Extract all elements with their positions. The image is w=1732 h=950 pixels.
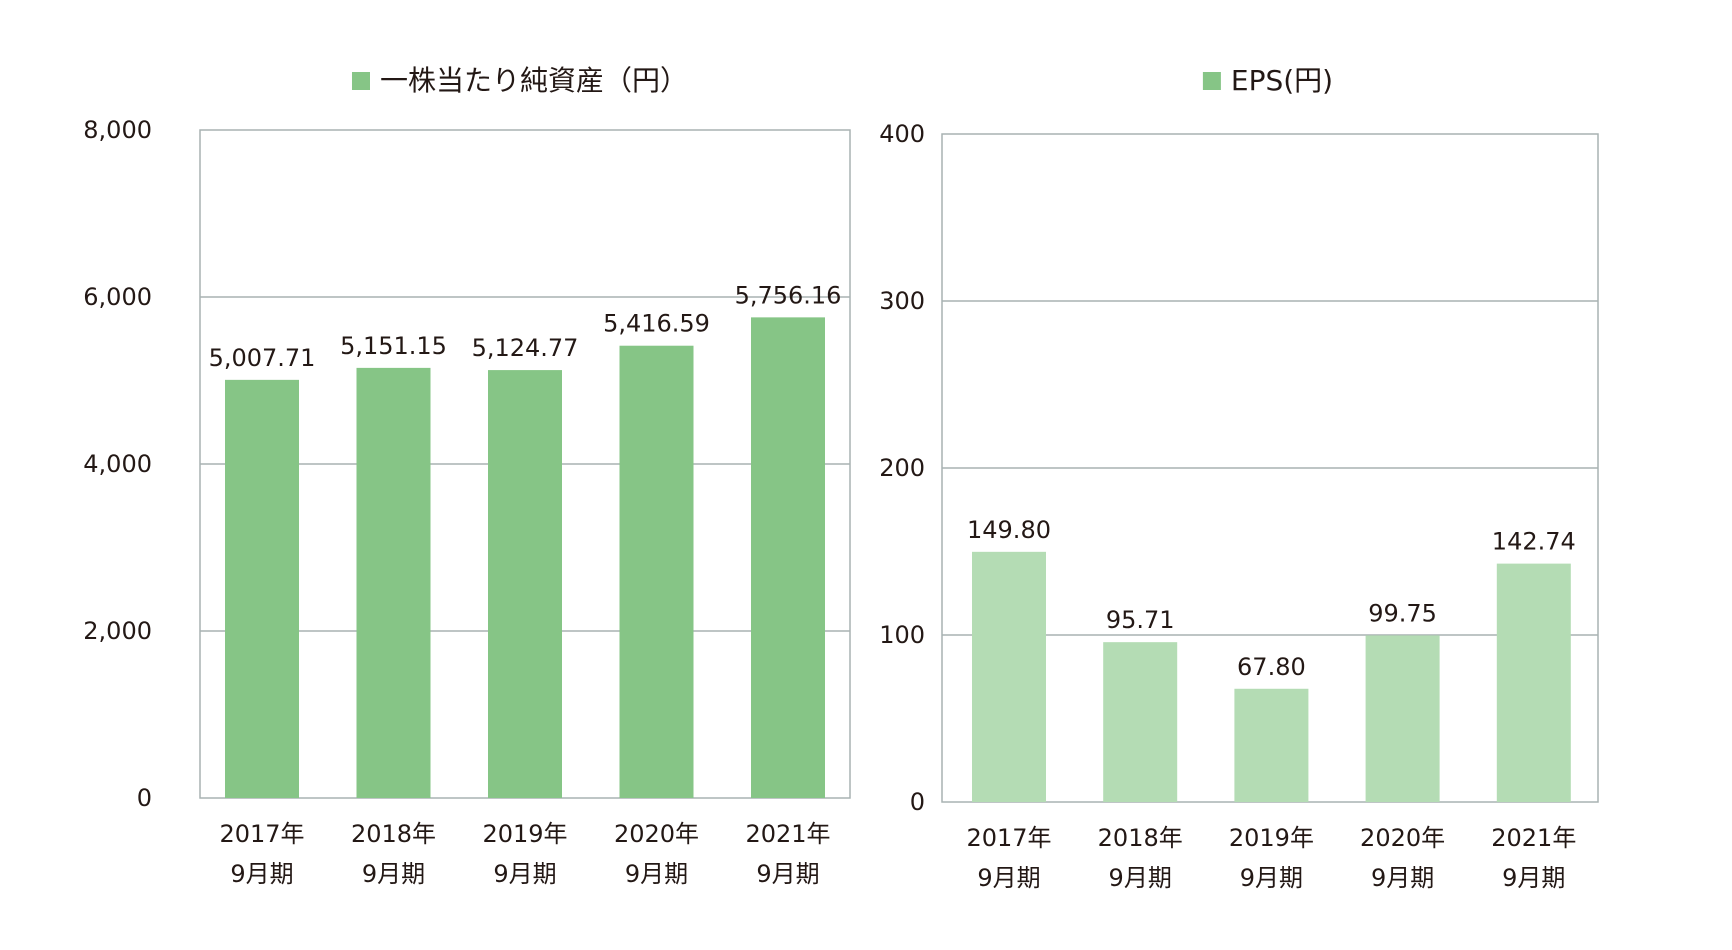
chart1-category-label-5-line1: 2021年	[745, 820, 830, 848]
chart1-data-label-2: 5,151.15	[340, 332, 447, 360]
chart1-category-label-4-line2: 9月期	[625, 860, 688, 888]
chart1-data-label-1: 5,007.71	[209, 344, 316, 372]
chart1-ytick-label-3: 6,000	[83, 283, 152, 311]
chart2-category-label-3-line2: 9月期	[1240, 864, 1303, 892]
chart1-data-label-5: 5,756.16	[735, 281, 842, 309]
chart2-bar-3	[1234, 688, 1309, 802]
chart2-ytick-label-2: 200	[879, 454, 925, 482]
chart1-ytick-label-0: 0	[137, 784, 152, 812]
chart2-category-label-4-line2: 9月期	[1371, 864, 1434, 892]
chart1-category-label-2-line1: 2018年	[351, 820, 436, 848]
chart2-ytick-label-3: 300	[879, 287, 925, 315]
chart1-category-label-1-line2: 9月期	[230, 860, 293, 888]
chart2-category-label-5-line2: 9月期	[1502, 864, 1565, 892]
chart1-category-label-2-line2: 9月期	[362, 860, 425, 888]
chart1-category-label-3-line2: 9月期	[493, 860, 556, 888]
chart2-legend-label: EPS(円)	[1231, 64, 1333, 97]
chart2-bar-1	[972, 551, 1046, 802]
chart2-data-label-5: 142.74	[1492, 528, 1576, 556]
chart2-category-label-2-line2: 9月期	[1109, 864, 1172, 892]
chart2-category-label-1-line1: 2017年	[966, 824, 1051, 852]
chart2-data-label-4: 99.75	[1368, 599, 1437, 627]
chart1-bar-1	[225, 379, 299, 798]
chart2-ytick-label-0: 0	[910, 788, 925, 816]
chart1-category-label-5-line2: 9月期	[756, 860, 819, 888]
chart2-ytick-label-1: 100	[879, 621, 925, 649]
chart1-bar-3	[488, 370, 562, 798]
chart2-category-label-3-line1: 2019年	[1229, 824, 1314, 852]
chart1-bar-4	[619, 345, 694, 798]
chart2-category-label-1-line2: 9月期	[977, 864, 1040, 892]
chart1-category-label-4-line1: 2020年	[614, 820, 699, 848]
chart2-data-label-3: 67.80	[1237, 653, 1306, 681]
chart1-legend-swatch	[351, 72, 370, 90]
chart2-ytick-label-4: 400	[879, 120, 925, 148]
chart2-bar-5	[1496, 563, 1571, 802]
chart1-bar-2	[356, 367, 431, 798]
chart1-data-label-4: 5,416.59	[603, 310, 710, 338]
chart1-bar-5	[751, 317, 825, 798]
chart1-category-label-1-line1: 2017年	[219, 820, 304, 848]
chart2-data-label-2: 95.71	[1106, 606, 1175, 634]
chart1-ytick-label-1: 2,000	[83, 617, 152, 645]
chart2-category-label-4-line1: 2020年	[1360, 824, 1445, 852]
chart2-category-label-5-line1: 2021年	[1491, 824, 1576, 852]
chart2-legend-swatch	[1202, 72, 1221, 90]
chart2-category-label-2-line1: 2018年	[1098, 824, 1183, 852]
chart1-data-label-3: 5,124.77	[472, 334, 579, 362]
chart2-bar-2	[1103, 642, 1178, 802]
chart1-category-label-3-line1: 2019年	[482, 820, 567, 848]
chart1-ytick-label-2: 4,000	[83, 450, 152, 478]
chart1-ytick-label-4: 8,000	[83, 116, 152, 144]
chart1-legend-label: 一株当たり純資産（円）	[380, 64, 688, 97]
chart2-data-label-1: 149.80	[967, 516, 1051, 544]
chart2-bar-4	[1365, 635, 1440, 802]
